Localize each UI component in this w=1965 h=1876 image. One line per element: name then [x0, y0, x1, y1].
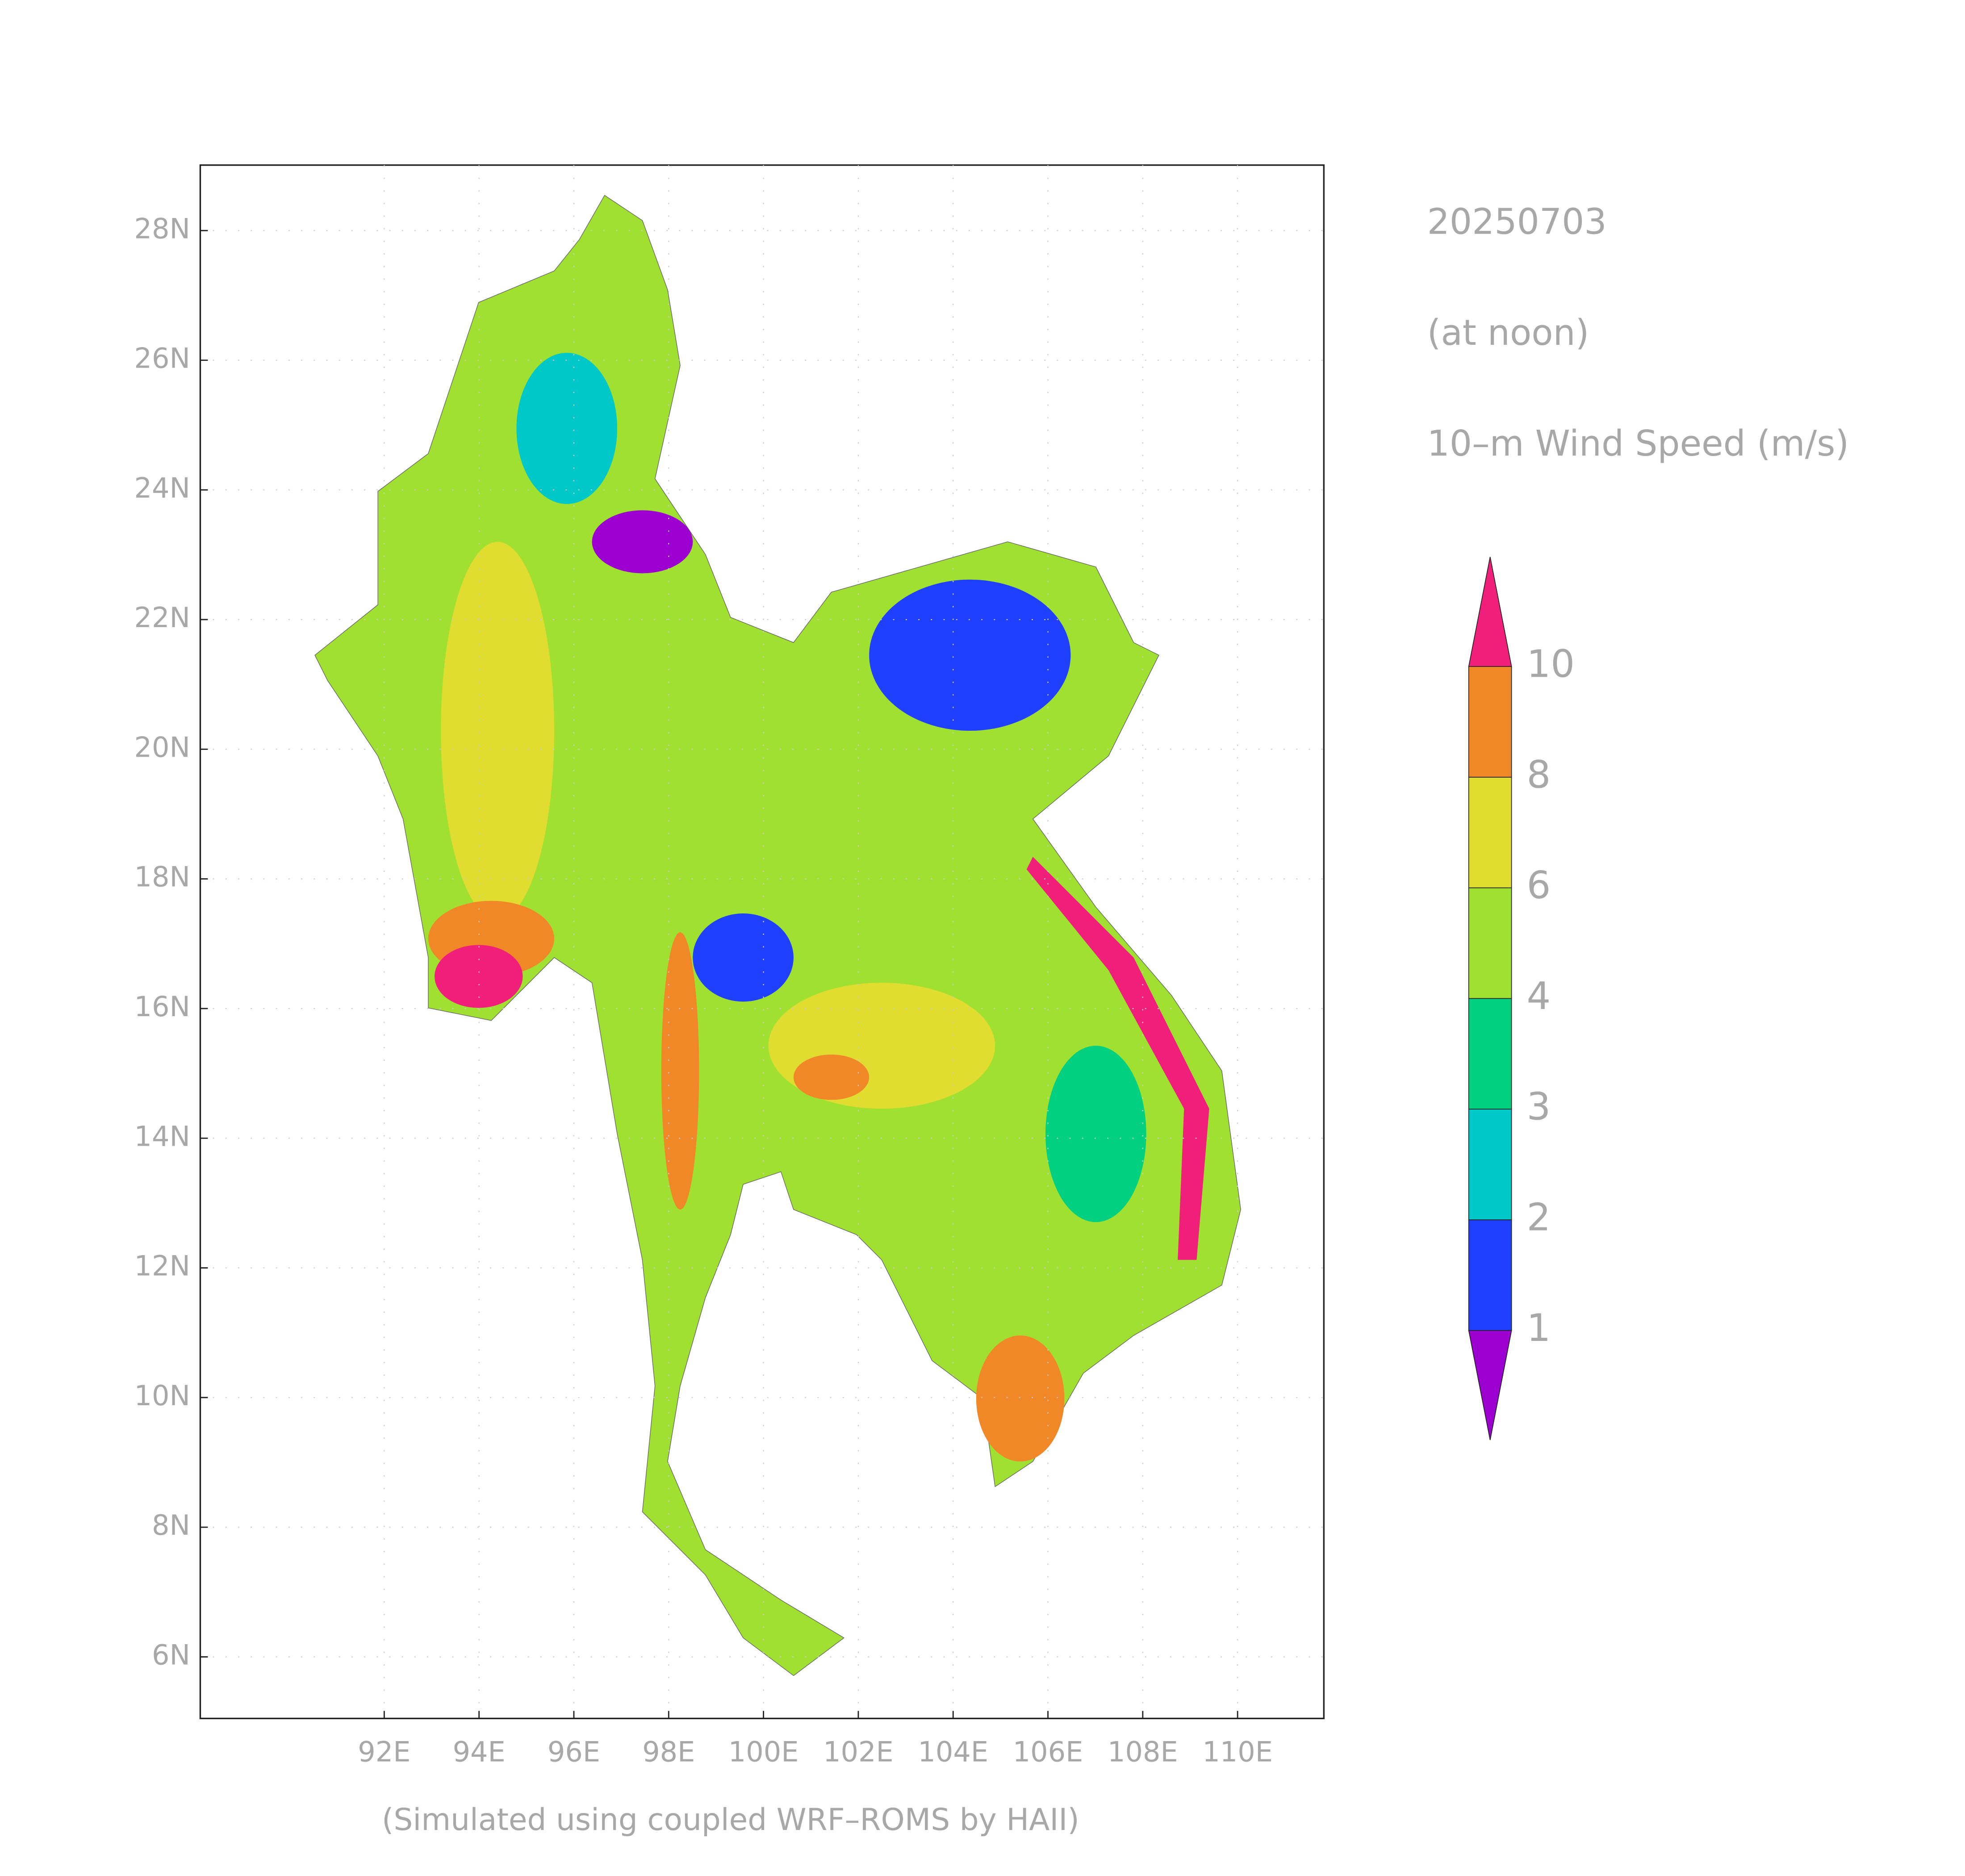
- axes: 92E 94E 96E 98E 100E 102E 104E 106E 108E 110E 6N 8N…: [134, 165, 1324, 1768]
- colorbar-label: 3: [1526, 1085, 1551, 1129]
- x-tick-label: 94E: [453, 1735, 506, 1768]
- x-tick-label: 110E: [1202, 1735, 1273, 1768]
- y-tick-label: 22N: [134, 601, 190, 634]
- field-patch: [435, 945, 523, 1008]
- x-tick-label: 92E: [358, 1735, 410, 1768]
- colorbar-bin: [1468, 666, 1512, 778]
- colorbar-bin: [1468, 887, 1512, 999]
- x-tick-label: 108E: [1108, 1735, 1178, 1768]
- y-tick-label: 10N: [134, 1379, 190, 1412]
- x-tick-label: 106E: [1013, 1735, 1083, 1768]
- colorbar-bin: [1468, 1109, 1512, 1220]
- y-tick-label: 28N: [134, 212, 190, 245]
- y-tick-label: 16N: [134, 990, 190, 1023]
- colorbar-bin: [1468, 998, 1512, 1110]
- land-field: [314, 195, 1241, 1676]
- field-patch: [661, 932, 699, 1210]
- field-patch: [592, 510, 693, 574]
- y-tick-label: 24N: [134, 472, 190, 504]
- x-tick-label: 98E: [642, 1735, 695, 1768]
- field-patch: [441, 541, 555, 920]
- colorbar-label: 10: [1526, 642, 1575, 686]
- footer: (Simulated using coupled WRF–ROMS by HAI…: [382, 1802, 1079, 1837]
- x-tick-label: 96E: [548, 1735, 600, 1768]
- field-patch: [1026, 857, 1209, 1260]
- colorbar-extend-low: [1468, 1330, 1512, 1440]
- y-tick-label: 20N: [134, 731, 190, 763]
- colorbar-extend-high: [1468, 557, 1512, 667]
- x-tick-label: 102E: [823, 1735, 894, 1768]
- colorbar-bin: [1468, 1219, 1512, 1331]
- y-tick-label: 8N: [152, 1509, 190, 1541]
- field-patch: [1045, 1046, 1146, 1223]
- x-tick-label: 100E: [728, 1735, 799, 1768]
- field-patch: [869, 579, 1071, 731]
- colorbar-label: 2: [1526, 1195, 1551, 1239]
- field-patch: [516, 352, 618, 504]
- field-patch: [976, 1335, 1065, 1461]
- y-tick-label: 6N: [152, 1638, 190, 1671]
- colorbar-label: 6: [1526, 863, 1551, 907]
- date-label: 20250703: [1427, 201, 1607, 243]
- y-tick-label: 14N: [134, 1120, 190, 1152]
- field-patch: [793, 1054, 870, 1100]
- colorbar-label: 1: [1526, 1306, 1551, 1350]
- colorbar-label: 4: [1526, 974, 1551, 1018]
- colorbar-bin: [1468, 777, 1512, 888]
- time-note: (at noon): [1427, 312, 1589, 353]
- x-tick-label: 104E: [918, 1735, 988, 1768]
- colorbar-label: 8: [1526, 752, 1551, 796]
- y-tick-label: 12N: [134, 1250, 190, 1282]
- field-patch: [693, 913, 794, 1002]
- variable-label: 10–m Wind Speed (m/s): [1427, 423, 1849, 464]
- plot-frame: [199, 164, 1325, 1719]
- y-tick-label: 18N: [134, 861, 190, 893]
- colorbar: 1 2 3 4 6 8 10: [1468, 557, 1575, 1440]
- y-tick-label: 26N: [134, 342, 190, 375]
